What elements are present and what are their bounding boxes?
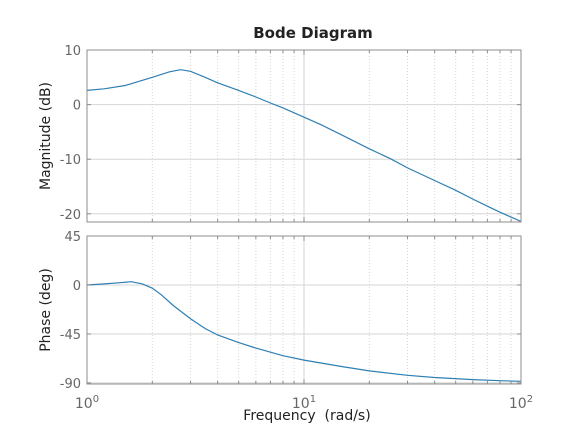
y-tick-label: 45 [64,230,81,245]
y-tick-label: -90 [60,377,81,392]
x-tick-label: 100 [75,394,99,412]
magnitude-grid [87,50,521,222]
y-tick-label: 0 [73,279,81,294]
phase-panel: 45 0 -45 -90 Phase (deg) [38,230,522,392]
chart-title: Bode Diagram [253,24,372,42]
y-tick-label: -10 [60,153,81,168]
y-tick-label: 0 [73,99,81,114]
x-tick-label: 101 [292,394,316,412]
magnitude-curve [86,69,522,223]
magnitude-y-tick-labels: 10 0 -10 -20 [60,44,81,223]
x-axis-label: Frequency (rad/s) [243,408,370,424]
magnitude-y-axis-label: Magnitude (dB) [38,82,54,190]
x-tick-labels: 100 101 102 [75,394,533,412]
magnitude-panel: 10 0 -10 -20 Magnitude (dB) [38,44,522,223]
y-tick-label: -45 [60,328,81,343]
phase-grid [87,236,521,384]
x-tick-label: 102 [509,394,533,412]
y-tick-label: 10 [64,44,81,59]
phase-y-tick-labels: 45 0 -45 -90 [60,230,81,392]
phase-curve [86,281,522,382]
phase-y-axis-label: Phase (deg) [38,268,54,352]
phase-ticks [86,235,522,384]
y-tick-label: -20 [60,208,81,223]
magnitude-ticks [86,49,522,222]
